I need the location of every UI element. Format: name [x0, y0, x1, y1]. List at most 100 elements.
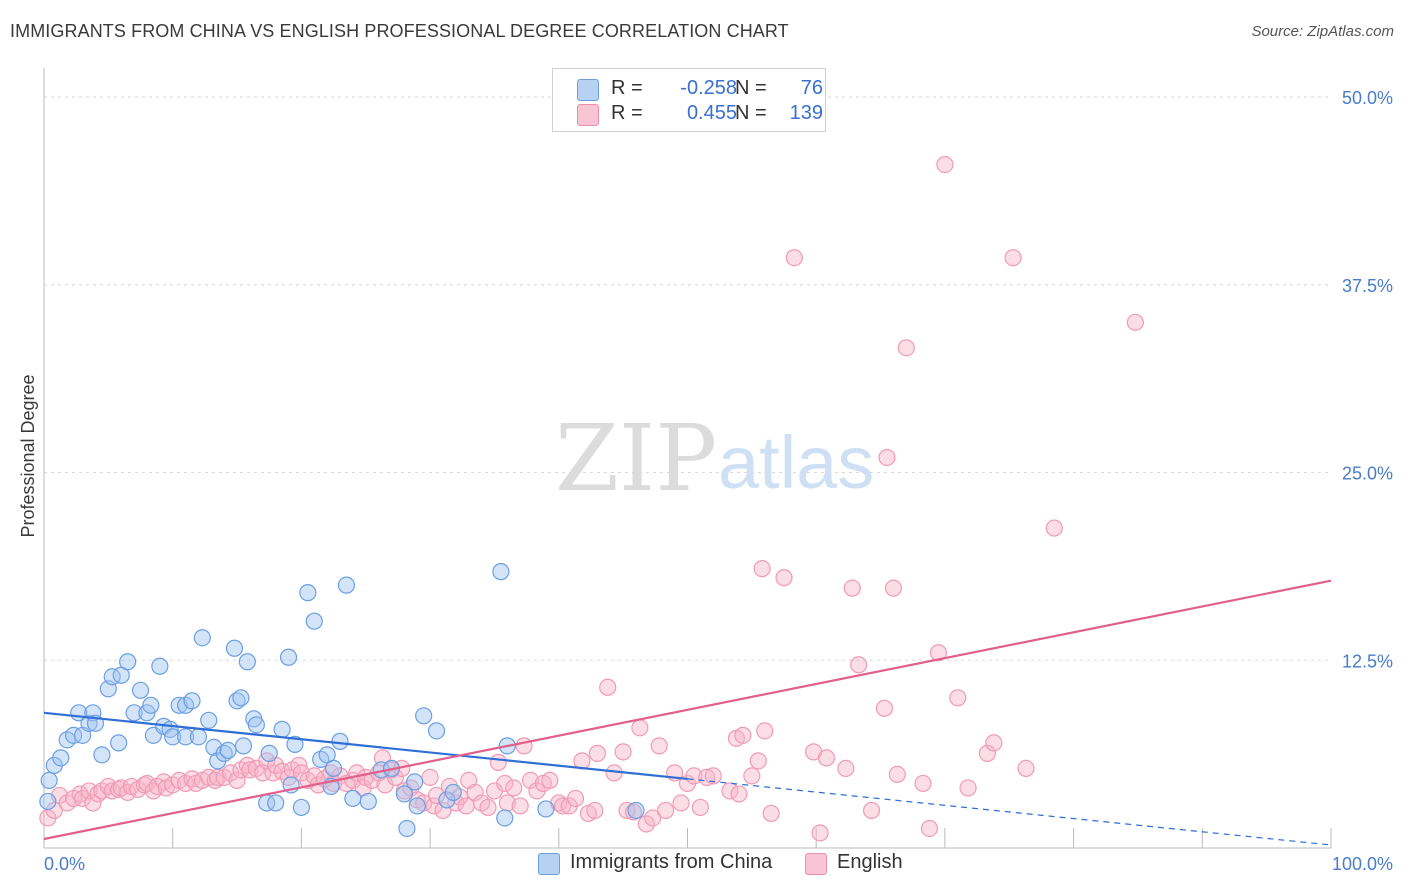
english-point [704, 767, 722, 785]
china-point [537, 800, 555, 818]
china-point [267, 794, 285, 812]
china-point [39, 792, 57, 811]
china-point [279, 648, 298, 666]
english-point [1004, 249, 1022, 267]
english-point [914, 774, 932, 793]
english-point [875, 699, 894, 717]
english-point [1126, 313, 1144, 331]
y-tick-label: 12.5% [1342, 651, 1393, 671]
china-point [286, 735, 304, 753]
english-point [521, 771, 540, 790]
english-point [762, 804, 780, 823]
english-point [541, 771, 559, 790]
china-point [496, 809, 514, 827]
stats-legend: R = -0.258 N = 76 R = 0.455 N = 139 [552, 68, 826, 132]
english-point [721, 782, 739, 800]
china-legend-label: Immigrants from China [570, 851, 773, 873]
english-point [644, 809, 662, 827]
english-point [496, 774, 514, 793]
english-point [959, 779, 977, 797]
english-point [920, 819, 939, 838]
english-point [878, 448, 896, 467]
english-point [515, 737, 533, 755]
english-point [749, 752, 767, 770]
english-point [554, 797, 572, 815]
x-tick-label: 0.0% [44, 854, 85, 874]
english-point [588, 744, 607, 762]
english-point [614, 743, 632, 761]
x-tick-label: 100.0% [1332, 854, 1393, 874]
english-point [929, 644, 948, 662]
china-trend-line [43, 711, 688, 781]
china-point [170, 696, 188, 714]
english-point [985, 734, 1003, 752]
china-point [247, 716, 265, 734]
english-point [466, 783, 484, 802]
china-point [110, 734, 128, 752]
y-tick-label: 37.5% [1342, 276, 1393, 296]
watermark-atlas: atlas [718, 421, 874, 504]
english-point [566, 789, 585, 808]
china-point [359, 792, 377, 811]
china-point [299, 584, 317, 602]
english-point [888, 765, 906, 784]
legend-n-value-china: 76 [800, 77, 823, 99]
legend-n-label: N = [735, 77, 767, 99]
english-point [775, 569, 793, 587]
english-point [862, 801, 881, 820]
english-point [756, 722, 774, 740]
china-point [189, 728, 208, 746]
china-point [65, 726, 83, 744]
english-point [45, 801, 63, 820]
china-point [176, 728, 195, 746]
tick-labels: 12.5% 25.0% 37.5% 50.0% 0.0% 100.0% [44, 88, 1393, 874]
legend-r-value-china: -0.258 [680, 77, 737, 99]
english-point [811, 824, 829, 842]
china-point [164, 728, 182, 746]
english-point [672, 794, 690, 812]
english-point [753, 560, 771, 578]
china-point [337, 576, 356, 594]
english-point [843, 579, 861, 597]
china-point [238, 653, 256, 671]
english-point [631, 719, 649, 737]
english-point [657, 801, 675, 820]
english-point [1017, 759, 1035, 777]
china-point [395, 785, 413, 803]
english-point [421, 768, 439, 787]
watermark: ZIP atlas [555, 405, 874, 512]
english-point [505, 779, 523, 797]
china-point [273, 720, 291, 738]
english-point [650, 737, 668, 755]
english-point [71, 785, 89, 803]
china-point [151, 657, 169, 675]
english-points [39, 110, 1144, 842]
china-point [292, 798, 310, 817]
english-point [730, 785, 748, 803]
english-point [685, 767, 703, 785]
china-point [444, 783, 462, 802]
china-point [219, 741, 237, 759]
china-point [344, 789, 362, 808]
english-point [618, 801, 636, 820]
english-point [427, 786, 446, 805]
china-point [119, 653, 137, 671]
english-point [850, 656, 868, 674]
english-point [691, 798, 709, 817]
english-point [949, 689, 967, 707]
china-trend-line-extension [687, 778, 1332, 846]
china-points [39, 563, 645, 838]
china-point [627, 801, 645, 820]
china-point [125, 704, 143, 722]
english-point [238, 756, 256, 774]
y-tick-label: 25.0% [1342, 464, 1393, 484]
china-point [398, 819, 416, 838]
series-legend: Immigrants from China English [0, 851, 1406, 877]
china-point [200, 711, 218, 729]
china-legend-swatch [538, 853, 560, 875]
china-point [234, 737, 253, 755]
english-point [743, 767, 761, 785]
china-point [93, 746, 111, 764]
english-point [817, 749, 836, 767]
english-point [734, 726, 752, 744]
